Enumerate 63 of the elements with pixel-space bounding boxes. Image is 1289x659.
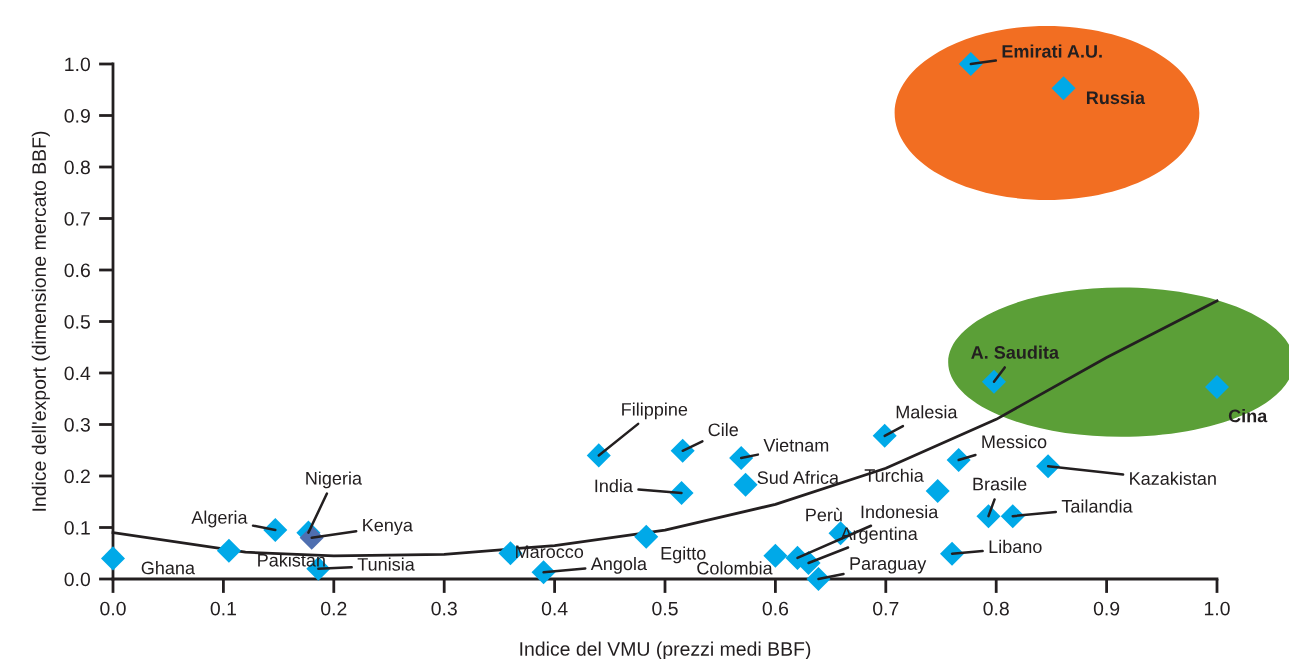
annotation: Sud Africa <box>757 470 839 485</box>
annotation: Turchia <box>864 468 924 482</box>
annotation: Nigeria <box>306 471 363 489</box>
point <box>872 423 897 448</box>
x-tick-label: 0.2 <box>321 601 347 616</box>
y-tick-label: 0.5 <box>64 314 90 329</box>
y-tick-label: 1.0 <box>65 57 91 72</box>
point <box>1051 76 1076 101</box>
x-tick-label: 0.8 <box>983 601 1009 616</box>
y-tick-label: 0.1 <box>64 520 90 535</box>
annotation: Kenya <box>363 518 413 536</box>
x-tick-label: 0.7 <box>873 601 899 616</box>
annotation: Cile <box>708 422 738 437</box>
x-tick-label: 1.0 <box>1204 601 1230 616</box>
annotation: India <box>595 479 633 493</box>
annotation: Algeria <box>191 510 248 528</box>
point <box>670 438 695 463</box>
point <box>733 472 758 497</box>
point <box>925 478 950 503</box>
x-tick-label: 0.1 <box>210 601 236 616</box>
point <box>634 524 659 549</box>
annotation: Russia <box>1086 90 1146 105</box>
point <box>263 518 288 543</box>
annotation: Perù <box>806 507 842 522</box>
annotation: Filippine <box>622 402 688 420</box>
point <box>586 443 611 468</box>
annotation: Vietnam <box>763 438 829 452</box>
annotation: Tunisia <box>357 557 415 571</box>
y-tick-label: 0.7 <box>64 211 90 226</box>
y-tick-label: 0.3 <box>64 417 90 432</box>
y-axis-title: Indice dell'export (dimensione mercato BBF) <box>31 131 50 511</box>
annotation: Ghana <box>141 561 195 575</box>
point <box>1204 374 1230 399</box>
point <box>946 448 971 473</box>
annotation: Paraguay <box>850 557 927 574</box>
y-tick-label: 0.6 <box>64 263 90 278</box>
x-tick-label: 0.4 <box>541 601 568 616</box>
point <box>216 538 241 563</box>
y-tick-label: 0.0 <box>64 572 91 587</box>
annotation: Brasile <box>973 477 1027 491</box>
x-axis-title: Indice del VMU (prezzi medi BBF) <box>520 641 811 659</box>
annotation: Tailandia <box>1061 499 1133 513</box>
point <box>976 504 1001 529</box>
annotation: A. Saudita <box>971 345 1060 359</box>
x-tick-label: 0.3 <box>431 601 457 616</box>
annotation: Emirati A.U. <box>1002 44 1102 58</box>
y-tick-label: 0.9 <box>64 108 90 123</box>
point <box>1000 504 1025 529</box>
y-tick-label: 0.8 <box>64 160 90 175</box>
annotation: Malesia <box>896 405 958 419</box>
y-tick-label: 0.2 <box>64 469 90 484</box>
y-tick-label: 0.4 <box>64 366 91 381</box>
point <box>981 369 1007 394</box>
annotation: Libano <box>989 539 1042 554</box>
x-tick-label: 0.0 <box>100 601 126 616</box>
point <box>100 546 126 571</box>
annotation: Kazakistan <box>1130 471 1216 485</box>
x-tick-label: 0.9 <box>1093 601 1120 616</box>
x-tick-label: 0.5 <box>652 601 678 616</box>
annotation: Angola <box>590 556 647 574</box>
annotation: Messico <box>982 434 1047 449</box>
annotation: Indonesia <box>861 505 939 519</box>
x-tick-label: 0.6 <box>762 601 789 616</box>
